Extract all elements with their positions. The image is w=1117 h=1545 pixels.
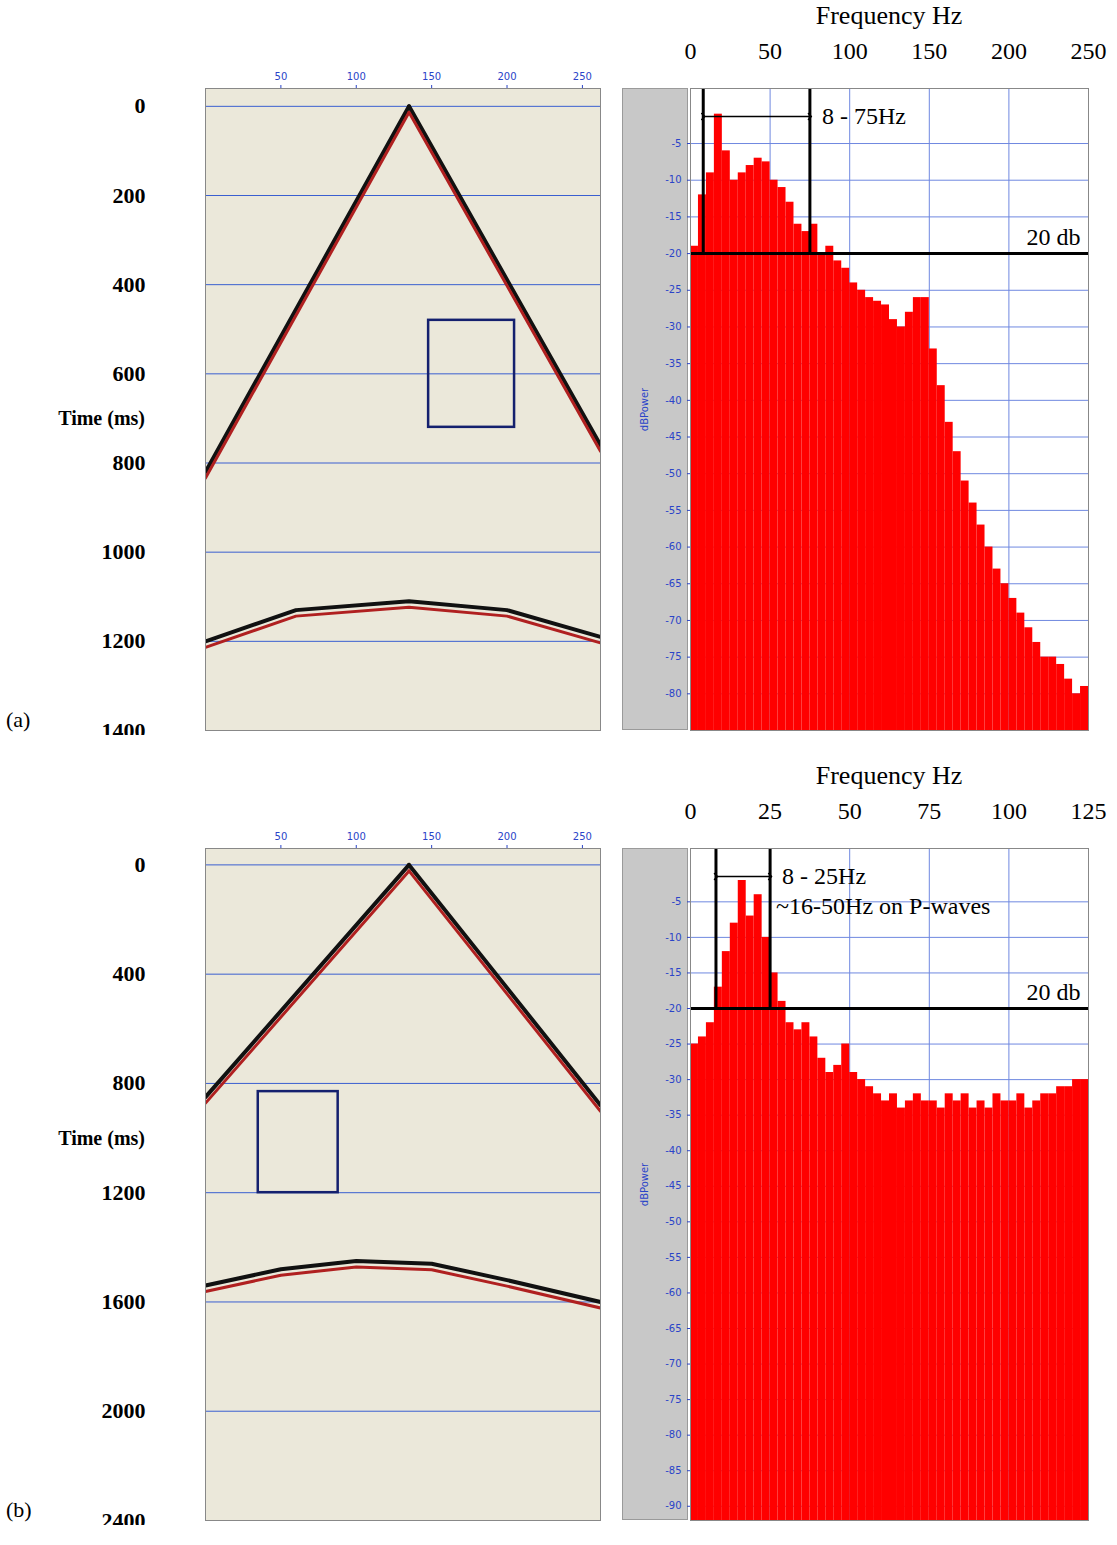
svg-text:1400: 1400: [102, 718, 146, 735]
svg-text:8 - 75Hz: 8 - 75Hz: [822, 103, 906, 129]
svg-text:-25: -25: [665, 1038, 681, 1049]
svg-text:50: 50: [758, 38, 782, 64]
svg-text:-5: -5: [672, 138, 682, 149]
html-text:(a): (a): [6, 707, 31, 732]
svg-text:-5: -5: [672, 896, 682, 907]
html-text:Time (ms): Time (ms): [58, 406, 145, 429]
svg-text:0: 0: [135, 852, 146, 877]
svg-text:2000: 2000: [102, 1398, 146, 1423]
svg-text:-80: -80: [665, 1429, 681, 1440]
svg-text:-20: -20: [665, 1003, 681, 1014]
svg-text:-15: -15: [665, 211, 681, 222]
svg-text:-90: -90: [665, 1500, 681, 1511]
svg-text:-50: -50: [665, 1216, 681, 1227]
svg-text:-10: -10: [665, 174, 681, 185]
svg-text:-30: -30: [665, 321, 681, 332]
svg-text:250: 250: [573, 831, 592, 842]
svg-text:0: 0: [685, 38, 697, 64]
svg-text:250: 250: [573, 71, 592, 82]
svg-text:-35: -35: [665, 1109, 681, 1120]
svg-text:400: 400: [113, 272, 146, 297]
svg-text:-30: -30: [665, 1074, 681, 1085]
svg-text:75: 75: [917, 798, 941, 824]
svg-text:50: 50: [838, 798, 862, 824]
svg-text:800: 800: [113, 1070, 146, 1095]
svg-text:200: 200: [113, 183, 146, 208]
html-text:Frequency Hz: Frequency Hz: [815, 1, 963, 30]
svg-text:-75: -75: [665, 651, 681, 662]
svg-text:2400: 2400: [102, 1508, 146, 1525]
svg-text:1600: 1600: [102, 1289, 146, 1314]
svg-text:1200: 1200: [102, 628, 146, 653]
svg-text:200: 200: [991, 38, 1027, 64]
svg-text:-55: -55: [665, 505, 681, 516]
svg-text:100: 100: [991, 798, 1027, 824]
svg-text:150: 150: [422, 831, 441, 842]
svg-text:-35: -35: [665, 358, 681, 369]
svg-text:-65: -65: [665, 578, 681, 589]
svg-text:-45: -45: [665, 1180, 681, 1191]
svg-text:25: 25: [758, 798, 782, 824]
svg-text:100: 100: [347, 831, 366, 842]
svg-text:-40: -40: [665, 1145, 681, 1156]
svg-text:-10: -10: [665, 932, 681, 943]
svg-text:-55: -55: [665, 1252, 681, 1263]
svg-text:200: 200: [497, 71, 516, 82]
svg-text:~16-50Hz on P-waves: ~16-50Hz on P-waves: [776, 893, 990, 919]
svg-text:250: 250: [1071, 38, 1107, 64]
svg-text:0: 0: [685, 798, 697, 824]
svg-text:1000: 1000: [102, 539, 146, 564]
svg-text:-70: -70: [665, 615, 681, 626]
svg-text:dBPower: dBPower: [639, 387, 650, 431]
svg-text:800: 800: [113, 450, 146, 475]
svg-text:-75: -75: [665, 1394, 681, 1405]
svg-text:600: 600: [113, 361, 146, 386]
svg-text:20 db: 20 db: [1027, 979, 1081, 1005]
svg-text:-65: -65: [665, 1323, 681, 1334]
svg-text:1200: 1200: [102, 1180, 146, 1205]
svg-text:-60: -60: [665, 1287, 681, 1298]
svg-text:50: 50: [275, 831, 288, 842]
svg-text:-15: -15: [665, 967, 681, 978]
svg-text:100: 100: [347, 71, 366, 82]
svg-text:-85: -85: [665, 1465, 681, 1476]
svg-text:20 db: 20 db: [1027, 224, 1081, 250]
html-text:(b): (b): [6, 1497, 32, 1522]
svg-text:-20: -20: [665, 248, 681, 259]
svg-text:200: 200: [497, 831, 516, 842]
svg-text:8 - 25Hz: 8 - 25Hz: [782, 863, 866, 889]
svg-text:-50: -50: [665, 468, 681, 479]
svg-text:125: 125: [1071, 798, 1107, 824]
svg-text:100: 100: [832, 38, 868, 64]
svg-text:-60: -60: [665, 541, 681, 552]
html-text:Frequency Hz: Frequency Hz: [815, 761, 963, 790]
svg-text:-70: -70: [665, 1358, 681, 1369]
svg-text:-45: -45: [665, 431, 681, 442]
svg-text:dBPower: dBPower: [639, 1162, 650, 1206]
svg-text:0: 0: [135, 93, 146, 118]
svg-text:50: 50: [275, 71, 288, 82]
svg-text:150: 150: [911, 38, 947, 64]
svg-text:-40: -40: [665, 395, 681, 406]
html-text:Time (ms): Time (ms): [58, 1126, 145, 1149]
svg-text:-25: -25: [665, 284, 681, 295]
svg-text:150: 150: [422, 71, 441, 82]
svg-text:400: 400: [113, 961, 146, 986]
svg-text:-80: -80: [665, 688, 681, 699]
